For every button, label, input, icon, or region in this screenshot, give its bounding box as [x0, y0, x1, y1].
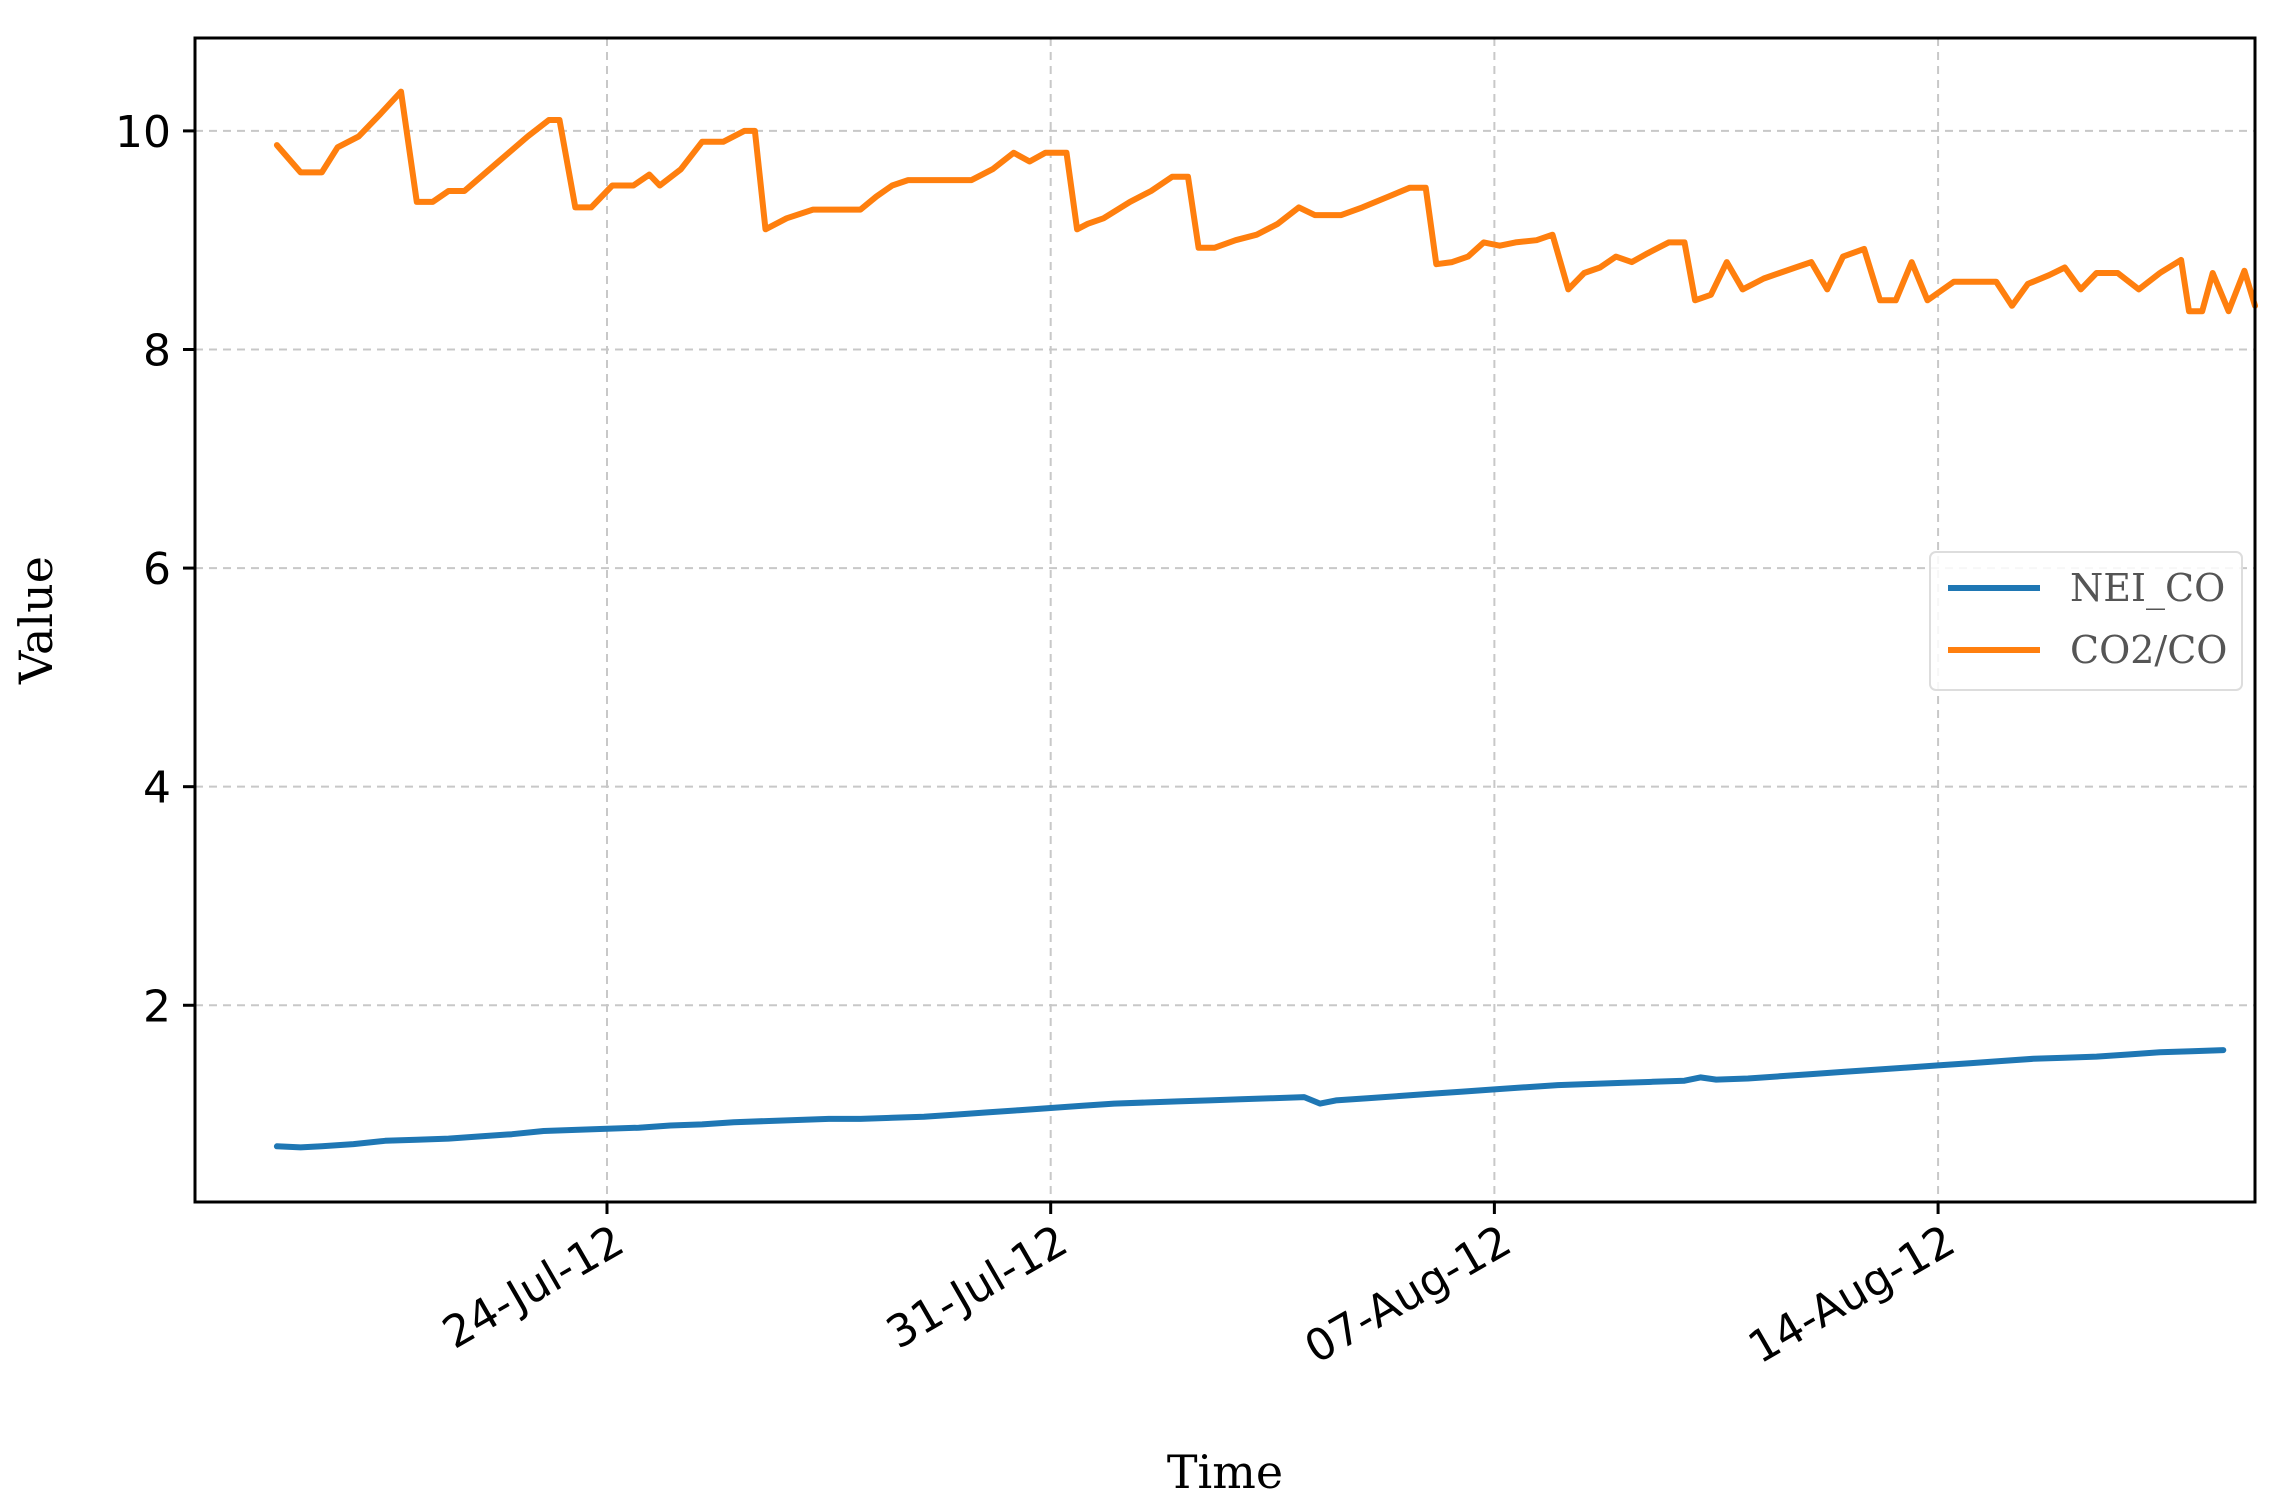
legend: NEI_CO CO2/CO — [1929, 551, 2243, 691]
y-tick-label: 10 — [115, 107, 171, 158]
x-tick-label: 31-Jul-12 — [878, 1215, 1076, 1359]
y-tick-label: 6 — [143, 544, 171, 595]
legend-label-0: NEI_CO — [2070, 566, 2225, 611]
y-tick-label: 2 — [143, 981, 171, 1032]
plot-frame — [193, 36, 2257, 1204]
y-axis-label: Value — [9, 556, 63, 685]
y-tick-label: 8 — [143, 325, 171, 376]
legend-label-1: CO2/CO — [2070, 628, 2227, 672]
x-tick-label: 07-Aug-12 — [1296, 1215, 1520, 1374]
x-axis-ticks: 24-Jul-12 31-Jul-12 07-Aug-12 14-Aug-12 — [434, 1202, 1964, 1374]
x-tick-label: 24-Jul-12 — [434, 1215, 632, 1359]
series-lines — [273, 88, 2258, 1151]
series-line-1 — [273, 88, 2258, 315]
series-line-0 — [273, 1047, 2227, 1151]
y-axis-ticks: 2 4 6 8 10 — [115, 107, 195, 1032]
x-tick-label: 14-Aug-12 — [1740, 1215, 1964, 1374]
x-axis-label: Time — [1167, 1445, 1283, 1499]
y-tick-label: 4 — [143, 763, 171, 814]
